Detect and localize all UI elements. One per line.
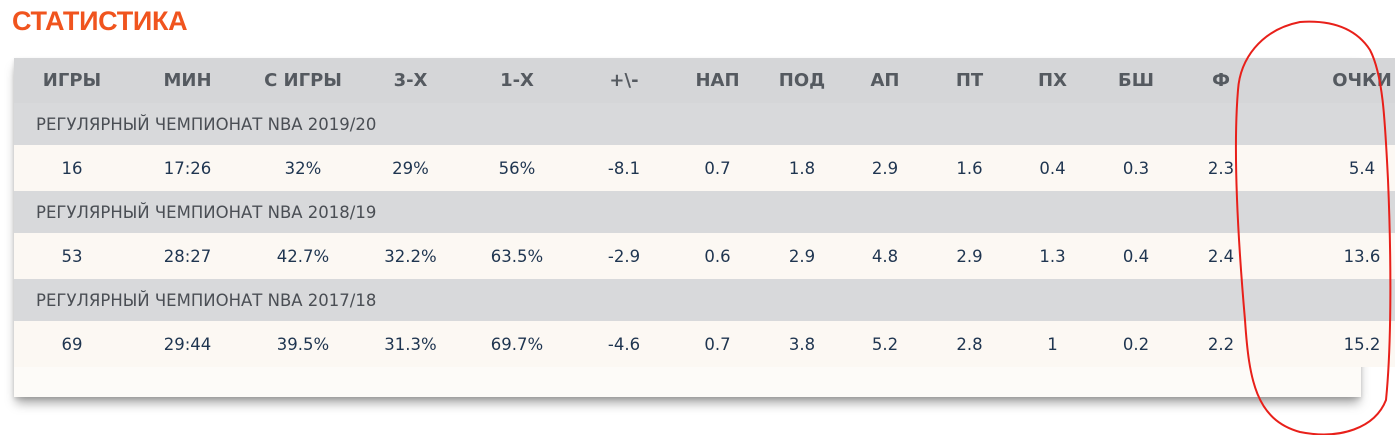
table-cell: 0.4: [1039, 158, 1066, 178]
table-cell: 42.7%: [276, 246, 330, 266]
column-header-three-pointers: 3-Х: [393, 70, 428, 91]
table-cell: 32%: [284, 158, 322, 178]
table-row: 69 29:44 39.5% 31.3% 69.7% -4.6 0.7 3.8 …: [14, 321, 1395, 367]
column-header-games: ИГРЫ: [42, 70, 102, 91]
table-cell: 4.8: [871, 246, 899, 266]
points-cell: 15.2: [1343, 334, 1381, 354]
stats-table: ИГРЫ МИН С ИГРЫ 3-Х 1-Х +\- НАП ПОД АП П…: [14, 58, 1395, 367]
table-row: 53 28:27 42.7% 32.2% 63.5% -2.9 0.6 2.9 …: [14, 233, 1395, 279]
column-header-steals: ПХ: [1038, 70, 1067, 91]
column-header-blocks: БШ: [1118, 70, 1154, 91]
column-header-free-throws: 1-Х: [500, 70, 534, 91]
table-cell: 1.6: [956, 158, 983, 178]
column-header-plus-minus: +\-: [609, 70, 639, 91]
table-cell: 32.2%: [384, 246, 437, 266]
table-cell: 63.5%: [490, 246, 544, 266]
table-cell: 16: [61, 158, 83, 178]
table-row: 16 17:26 32% 29% 56% -8.1 0.7 1.8 2.9 1.…: [14, 145, 1395, 191]
season-header-row: РЕГУЛЯРНЫЙ ЧЕМПИОНАТ NBA 2019/20: [14, 103, 1395, 145]
table-cell: 39.5%: [276, 334, 330, 354]
table-cell: 0.2: [1122, 334, 1150, 354]
table-cell: -8.1: [607, 158, 641, 178]
table-cell: 17:26: [163, 158, 212, 178]
table-cell: 2.9: [956, 246, 983, 266]
table-cell: 69: [61, 334, 83, 354]
table-cell: 53: [61, 246, 83, 266]
table-cell: 2.8: [956, 334, 983, 354]
column-header-minutes: МИН: [163, 70, 212, 91]
table-cell: 0.6: [704, 246, 731, 266]
table-cell: 2.2: [1207, 334, 1235, 354]
season-label: РЕГУЛЯРНЫЙ ЧЕМПИОНАТ NBA 2019/20: [36, 114, 377, 134]
column-header-fouls: Ф: [1212, 70, 1230, 91]
season-label: РЕГУЛЯРНЫЙ ЧЕМПИОНАТ NBA 2017/18: [36, 290, 377, 310]
points-cell: 5.4: [1348, 158, 1376, 178]
stats-card: ИГРЫ МИН С ИГРЫ 3-Х 1-Х +\- НАП ПОД АП П…: [14, 58, 1395, 397]
table-header-row: ИГРЫ МИН С ИГРЫ 3-Х 1-Х +\- НАП ПОД АП П…: [14, 58, 1395, 103]
table-cell: 2.9: [871, 158, 899, 178]
column-header-points: ОЧКИ: [1332, 70, 1392, 91]
table-cell: 1.3: [1039, 246, 1066, 266]
table-cell: 1: [1047, 334, 1058, 354]
table-cell: 0.7: [704, 158, 731, 178]
table-cell: 2.3: [1207, 158, 1235, 178]
column-header-rebounds: ПОД: [778, 70, 826, 91]
table-cell: 29%: [392, 158, 429, 178]
table-cell: 69.7%: [490, 334, 544, 354]
column-header-turnovers: ПТ: [955, 70, 984, 91]
points-cell: 13.6: [1343, 246, 1381, 266]
table-cell: 0.3: [1122, 158, 1150, 178]
table-cell: 28:27: [163, 246, 212, 266]
column-header-field-goals: С ИГРЫ: [264, 70, 342, 91]
column-header-assists: АП: [870, 70, 900, 91]
table-cell: 0.4: [1122, 246, 1150, 266]
column-header-offensive-rebounds: НАП: [695, 70, 740, 91]
table-cell: -2.9: [607, 246, 641, 266]
table-cell: 3.8: [788, 334, 816, 354]
table-cell: 29:44: [163, 334, 212, 354]
table-cell: 56%: [498, 158, 536, 178]
table-cell: 1.8: [788, 158, 816, 178]
table-cell: 31.3%: [384, 334, 437, 354]
page-title: СТАТИСТИКА: [12, 6, 188, 36]
table-cell: 5.2: [871, 334, 899, 354]
season-label: РЕГУЛЯРНЫЙ ЧЕМПИОНАТ NBA 2018/19: [36, 202, 377, 222]
table-cell: 2.9: [788, 246, 816, 266]
table-cell: 0.7: [704, 334, 731, 354]
season-header-row: РЕГУЛЯРНЫЙ ЧЕМПИОНАТ NBA 2017/18: [14, 279, 1395, 321]
season-header-row: РЕГУЛЯРНЫЙ ЧЕМПИОНАТ NBA 2018/19: [14, 191, 1395, 233]
table-cell: 2.4: [1207, 246, 1235, 266]
table-cell: -4.6: [607, 334, 641, 354]
